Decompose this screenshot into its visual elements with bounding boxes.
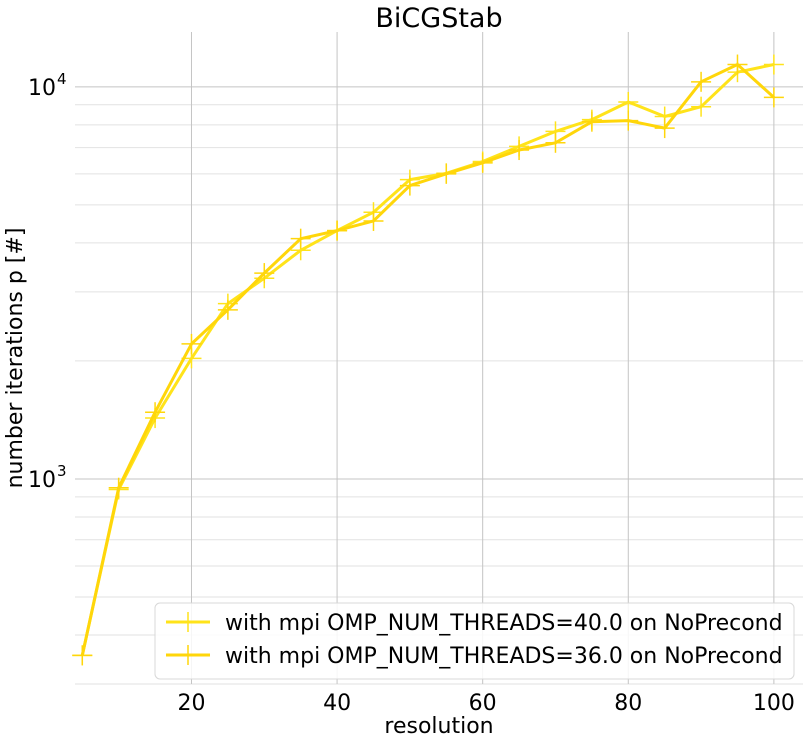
data-point-marker [472, 152, 493, 173]
data-point-marker [436, 163, 457, 184]
data-point-marker [327, 220, 348, 241]
x-tick-label: 60 [469, 691, 497, 716]
data-point-marker [654, 118, 675, 139]
legend-item: with mpi OMP_NUM_THREADS=36.0 on NoPreco… [166, 644, 783, 669]
x-tick-label: 20 [177, 691, 205, 716]
data-point-marker [763, 54, 784, 75]
series-line [80, 63, 775, 656]
series-2 [72, 54, 784, 666]
data-point-marker [399, 175, 420, 196]
data-point-marker [108, 477, 129, 498]
chart-title: BiCGStab [375, 3, 502, 34]
data-point-marker [509, 140, 530, 161]
data-point-marker [254, 263, 275, 284]
data-point-marker [618, 91, 639, 112]
data-point-marker [691, 71, 712, 92]
legend-box [154, 602, 795, 680]
series-line [80, 63, 775, 656]
data-point-marker [581, 111, 602, 132]
y-tick-label: 10 [28, 76, 56, 101]
legend-item: with mpi OMP_NUM_THREADS=40.0 on NoPreco… [166, 611, 783, 636]
y-tick-exponent: 3 [57, 462, 67, 480]
legend: with mpi OMP_NUM_THREADS=40.0 on NoPreco… [154, 602, 795, 680]
y-tick-exponent: 4 [57, 70, 67, 88]
data-point-marker [145, 402, 166, 423]
x-axis-label: resolution [384, 714, 493, 739]
x-tick-label: 40 [323, 691, 351, 716]
data-point-marker [290, 228, 311, 249]
data-point-marker [691, 96, 712, 117]
data-point-marker [545, 132, 566, 153]
data-point-marker [618, 110, 639, 131]
data-point-marker [217, 299, 238, 320]
data-point-marker [727, 54, 748, 75]
legend-label: with mpi OMP_NUM_THREADS=40.0 on NoPreco… [225, 611, 783, 636]
x-tick-label: 80 [614, 691, 642, 716]
y-tick-label: 10 [28, 468, 56, 493]
data-point-marker [72, 645, 93, 666]
data-point-marker [363, 210, 384, 231]
x-tick-label: 100 [753, 691, 795, 716]
legend-label: with mpi OMP_NUM_THREADS=36.0 on NoPreco… [225, 644, 783, 669]
y-axis-label: number iterations p [#] [3, 228, 28, 489]
data-point-marker [181, 333, 202, 354]
series-1 [72, 54, 784, 666]
series-lines [72, 54, 784, 666]
data-point-marker [763, 87, 784, 108]
